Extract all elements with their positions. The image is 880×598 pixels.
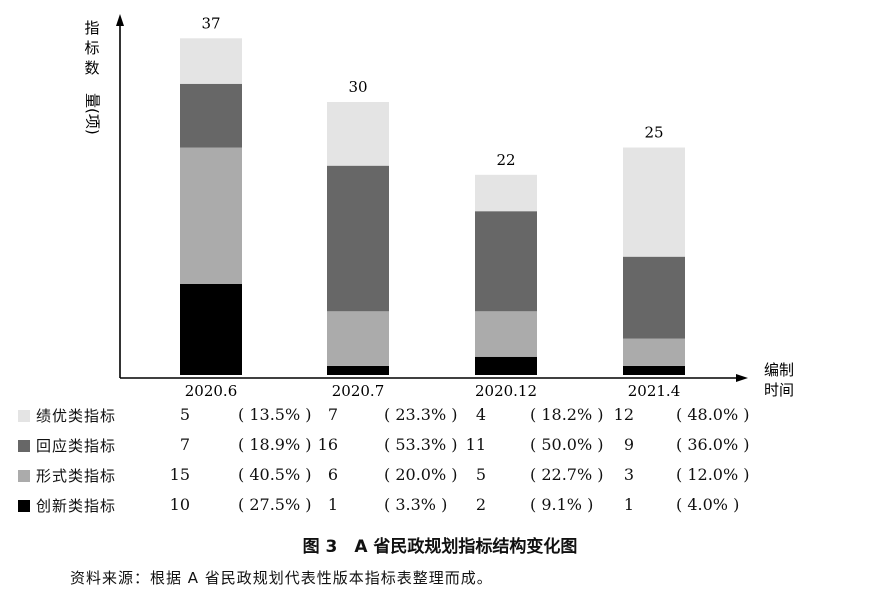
table-percent: ( 22.7% ): [530, 465, 604, 484]
legend-label: 形式类指标: [36, 467, 117, 485]
svg-text:指: 指: [84, 19, 99, 37]
table-percent: ( 27.5% ): [238, 495, 312, 514]
table-value: 5: [179, 405, 190, 424]
table-value: 9: [623, 435, 634, 454]
table-percent: ( 18.9% ): [238, 435, 312, 454]
bar-segment-2020.12-s2: [475, 211, 537, 312]
table-percent: ( 13.5% ): [238, 405, 312, 424]
table-value: 5: [475, 465, 486, 484]
legend-swatch: [18, 440, 30, 452]
x-tick-label: 2021.4: [628, 382, 681, 400]
y-axis-arrow: [116, 14, 124, 26]
svg-text:量(项): 量(项): [84, 93, 102, 135]
bar-segment-2020.7-s1: [327, 311, 389, 366]
x-tick-label: 2020.6: [185, 382, 238, 400]
legend-row: 回应类指标 7 ( 18.9% ) 16 ( 53.3% ) 11 ( 50.0% ) 9 ( …: [14, 435, 874, 461]
total-label: 37: [201, 14, 220, 32]
source-note: 资料来源：根据 A 省民政规划代表性版本指标表整理而成。: [70, 569, 493, 587]
total-label: 30: [348, 78, 367, 96]
legend-label: 回应类指标: [36, 437, 117, 455]
svg-text:数: 数: [84, 59, 99, 77]
table-percent: ( 4.0% ): [676, 495, 740, 514]
bar-segment-2020.7-s2: [327, 165, 389, 312]
table-percent: ( 9.1% ): [530, 495, 594, 514]
table-percent: ( 50.0% ): [530, 435, 604, 454]
legend-row: 创新类指标 10 ( 27.5% ) 1 ( 3.3% ) 2 ( 9.1% ) 1 ( 4.0…: [14, 495, 874, 521]
legend-label: 绩优类指标: [36, 407, 117, 425]
table-percent: ( 3.3% ): [384, 495, 448, 514]
total-labels-group: 37 30 22 25: [201, 14, 663, 169]
table-percent: ( 48.0% ): [676, 405, 750, 424]
x-tick-label: 2020.7: [332, 382, 385, 400]
bar-segment-2020.7-s3: [327, 102, 389, 166]
table-value: 1: [327, 495, 338, 514]
table-value: 6: [327, 465, 338, 484]
bar-segment-2020.7-s0: [327, 365, 389, 375]
svg-text:编制: 编制: [764, 361, 794, 379]
table-value: 16: [317, 435, 338, 454]
bar-segment-2020.12-s1: [475, 311, 537, 357]
stacked-bar-chart: 37 30 22 25 2020.6 2020.7 2020.12 2021.4 指标数量(…: [84, 14, 794, 400]
table-percent: ( 12.0% ): [676, 465, 750, 484]
table-percent: ( 36.0% ): [676, 435, 750, 454]
table-percent: ( 23.3% ): [384, 405, 458, 424]
table-value: 1: [623, 495, 634, 514]
bar-segment-2020.12-s3: [475, 174, 537, 212]
bar-segment-2020.6-s1: [180, 147, 242, 284]
x-axis-arrow: [736, 374, 748, 382]
table-value: 7: [327, 405, 338, 424]
table-value: 3: [623, 465, 634, 484]
table-value: 12: [613, 405, 634, 424]
table-value: 7: [179, 435, 190, 454]
table-percent: ( 40.5% ): [238, 465, 312, 484]
table-percent: ( 53.3% ): [384, 435, 458, 454]
svg-text:标: 标: [84, 39, 99, 57]
legend-row: 绩优类指标 5 ( 13.5% ) 7 ( 23.3% ) 4 ( 18.2% ) 12 ( 4…: [14, 405, 874, 431]
total-label: 22: [496, 151, 515, 169]
total-label: 25: [644, 124, 663, 142]
bar-segment-2021.4-s1: [623, 338, 685, 366]
bars-group: [180, 38, 685, 375]
table-value: 15: [169, 465, 190, 484]
svg-text:时间: 时间: [764, 381, 794, 399]
table-percent: ( 20.0% ): [384, 465, 458, 484]
legend-swatch: [18, 470, 30, 482]
table-value: 2: [475, 495, 486, 514]
table-percent: ( 18.2% ): [530, 405, 604, 424]
bar-segment-2021.4-s2: [623, 256, 685, 339]
bar-segment-2020.6-s0: [180, 284, 242, 375]
legend-swatch: [18, 500, 30, 512]
figure-caption: 图 3 A 省民政规划指标结构变化图: [302, 537, 578, 557]
bar-segment-2021.4-s3: [623, 147, 685, 257]
legend-row: 形式类指标 15 ( 40.5% ) 6 ( 20.0% ) 5 ( 22.7% ) 3 ( 1…: [14, 465, 874, 491]
legend-label: 创新类指标: [36, 497, 117, 515]
bar-segment-2020.12-s0: [475, 356, 537, 375]
table-value: 11: [465, 435, 486, 454]
x-tick-label: 2020.12: [475, 382, 537, 400]
table-value: 4: [475, 405, 486, 424]
bar-segment-2020.6-s3: [180, 38, 242, 84]
bar-segment-2020.6-s2: [180, 83, 242, 148]
bar-segment-2021.4-s0: [623, 365, 685, 375]
table-value: 10: [169, 495, 190, 514]
legend-swatch: [18, 410, 30, 422]
x-tick-labels-group: 2020.6 2020.7 2020.12 2021.4: [185, 382, 681, 400]
